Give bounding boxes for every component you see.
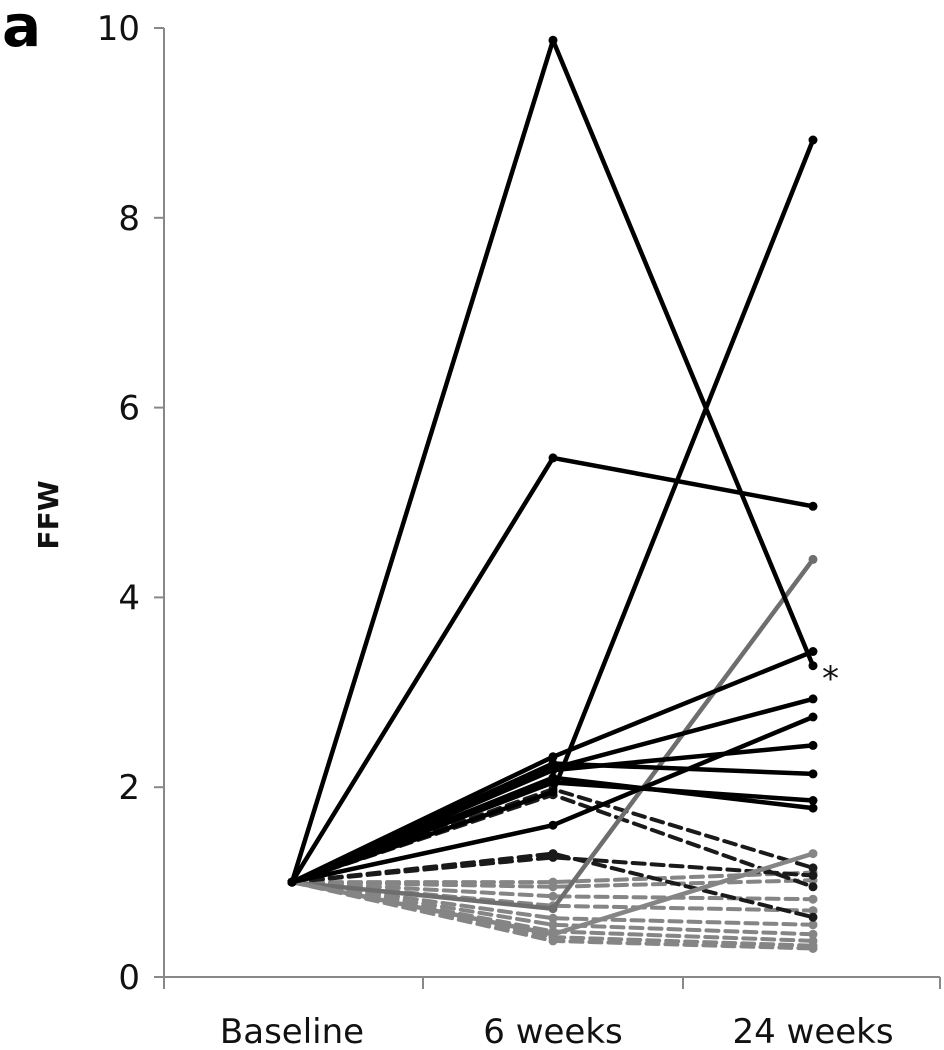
- x-tick-label: Baseline: [220, 1012, 364, 1050]
- data-point-25-3: [808, 944, 818, 953]
- data-point-3-2: [548, 787, 558, 797]
- data-point-9-3: [808, 796, 818, 805]
- data-point-15-3: [808, 912, 818, 922]
- series-layer: [287, 35, 818, 953]
- data-point-21-2: [548, 913, 558, 923]
- data-point-8-3: [808, 769, 818, 779]
- axes: [154, 27, 941, 989]
- data-point-12-2: [548, 929, 558, 939]
- data-point-16-3: [808, 871, 818, 880]
- series-line-21: [290, 880, 815, 927]
- data-point-10-3: [808, 803, 818, 813]
- data-point-6-2: [548, 820, 558, 830]
- data-point-2-2: [548, 453, 558, 463]
- data-point-3-3: [808, 135, 818, 145]
- data-point-11-2: [548, 904, 558, 914]
- data-point-10-2: [548, 773, 558, 783]
- significance-asterisk: *: [822, 659, 839, 699]
- data-point-12-3: [808, 849, 818, 859]
- y-tick-label: 0: [118, 958, 140, 998]
- data-point-21-3: [808, 920, 818, 930]
- series-line-18: [290, 878, 815, 889]
- data-point-16-2: [548, 852, 558, 862]
- data-point-1-2: [548, 35, 558, 45]
- data-point-1-3: [808, 661, 818, 671]
- data-point-7-3: [808, 740, 818, 750]
- data-point-22-2: [548, 920, 558, 930]
- data-point-22-3: [808, 929, 818, 939]
- data-point-14-3: [808, 882, 818, 892]
- data-point-4-2: [548, 752, 558, 762]
- data-point-25-2: [548, 936, 558, 946]
- x-tick-label: 6 weeks: [483, 1012, 623, 1050]
- data-point-7-2: [548, 765, 558, 775]
- data-point-2-3: [808, 501, 818, 511]
- data-point-6-3: [808, 712, 818, 722]
- series-line-2: [289, 455, 816, 885]
- data-point-4-3: [808, 647, 818, 656]
- data-point-11-3: [808, 554, 818, 564]
- series-line-16: [290, 855, 815, 885]
- y-tick-label: 10: [97, 9, 140, 49]
- x-tick-labels: Baseline 6 weeks 24 weeks: [220, 1012, 894, 1050]
- data-point-10-1: [287, 877, 297, 887]
- data-point-18-2: [548, 882, 558, 892]
- x-tick-label: 24 weeks: [732, 1012, 893, 1050]
- y-tick-label: 8: [118, 199, 140, 239]
- data-point-8-2: [548, 759, 558, 768]
- y-tick-label: 4: [118, 578, 140, 618]
- data-point-19-3: [808, 894, 818, 904]
- data-point-5-3: [808, 694, 818, 704]
- y-tick-label: 6: [118, 389, 140, 429]
- y-tick-label: 2: [118, 768, 140, 808]
- y-axis-label: FFW: [32, 480, 65, 549]
- data-point-20-3: [808, 906, 818, 916]
- data-point-19-2: [548, 891, 558, 901]
- y-tick-labels: 0 2 4 6 8 10: [97, 9, 140, 998]
- panel-label: a: [2, 0, 41, 60]
- data-point-13-3: [808, 863, 818, 873]
- series-line-19: [290, 880, 815, 902]
